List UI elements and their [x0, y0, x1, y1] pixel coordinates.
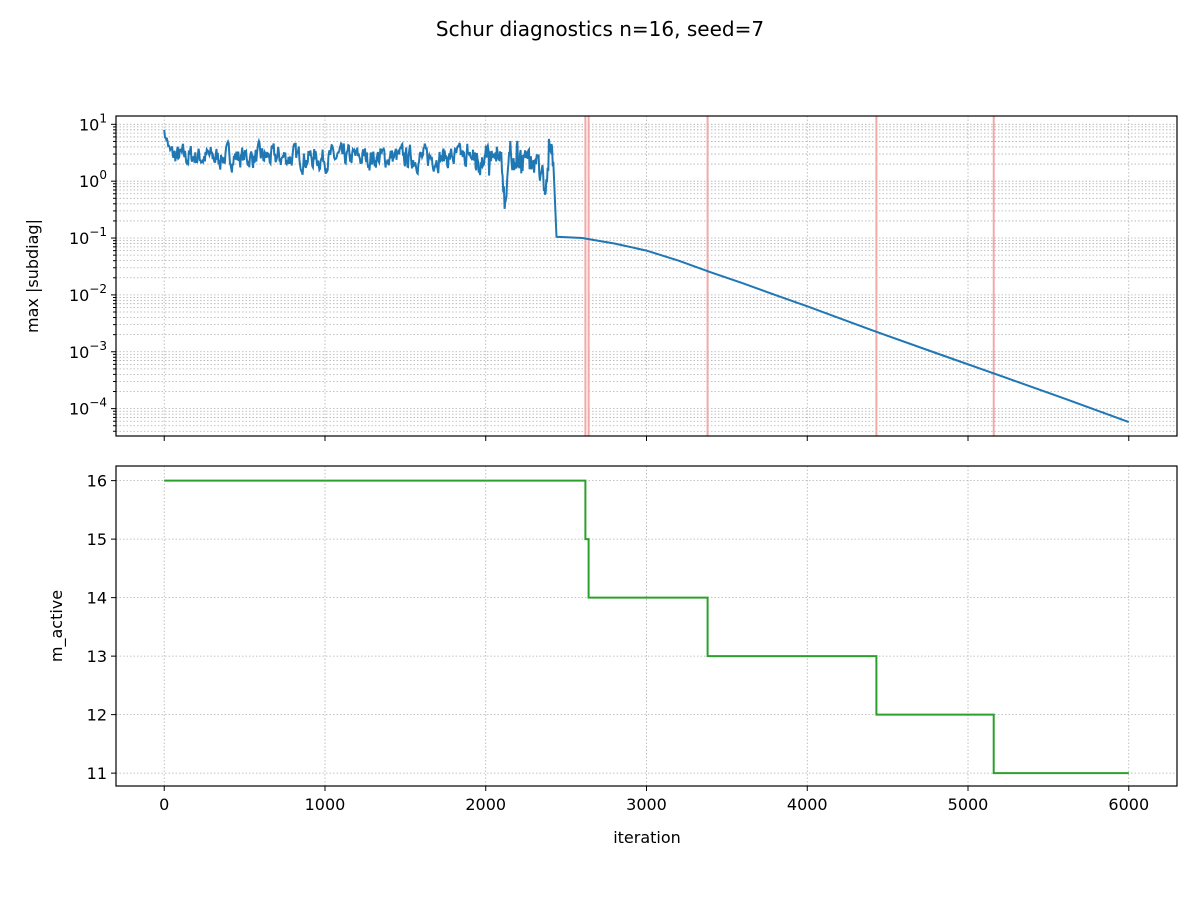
bottom-x-tick-label: 4000: [787, 795, 828, 814]
bottom-series-line: [164, 479, 1129, 775]
top-y-axis-label: max |subdiag|: [23, 219, 42, 333]
bottom-y-axis-label: m_active: [47, 590, 67, 662]
top-y-tick-label: 10−2: [69, 282, 107, 305]
bottom-x-tick-label: 0: [159, 795, 169, 814]
bottom-x-tick-label: 1000: [305, 795, 346, 814]
bottom-y-tick-label: 14: [87, 589, 107, 608]
top-grid: [116, 116, 1177, 436]
top-vertical-markers: [584, 116, 995, 436]
figure-title: Schur diagnostics n=16, seed=7: [436, 17, 764, 41]
top-y-tick-label: 10−3: [69, 339, 107, 362]
bottom-y-tick-label: 12: [87, 706, 107, 725]
bottom-x-tick-label: 6000: [1108, 795, 1149, 814]
bottom-x-tick-label: 5000: [948, 795, 989, 814]
top-y-tick-label: 101: [79, 111, 107, 134]
bottom-panel: 0 1000 2000 3000 4000 5000 6000 11 12 13 14 15 16 m_…: [47, 465, 1178, 847]
bottom-axes-frame: [115, 465, 1178, 787]
bottom-grid: [116, 466, 1177, 786]
bottom-x-tick-label: 3000: [626, 795, 667, 814]
top-y-tick-label: 10−4: [69, 396, 107, 419]
bottom-y-tick-label: 16: [87, 472, 107, 491]
top-axes-frame: [115, 115, 1178, 437]
bottom-x-tick-label: 2000: [465, 795, 506, 814]
top-panel: 101 100 10−1 10−2 10−3 10−4 max |subdiag|: [23, 111, 1178, 441]
top-y-tick-label: 10−1: [69, 225, 107, 248]
bottom-y-tick-label: 11: [87, 764, 107, 783]
bottom-y-tick-label: 15: [87, 530, 107, 549]
bottom-x-axis-label: iteration: [613, 828, 681, 847]
bottom-y-tick-label: 13: [87, 647, 107, 666]
top-y-tick-label: 100: [79, 168, 107, 191]
top-ticks: 101 100 10−1 10−2 10−3 10−4: [69, 111, 1130, 441]
top-series-line: [163, 129, 1130, 424]
bottom-ticks: 0 1000 2000 3000 4000 5000 6000 11 12 13 14 15 16: [87, 472, 1149, 814]
